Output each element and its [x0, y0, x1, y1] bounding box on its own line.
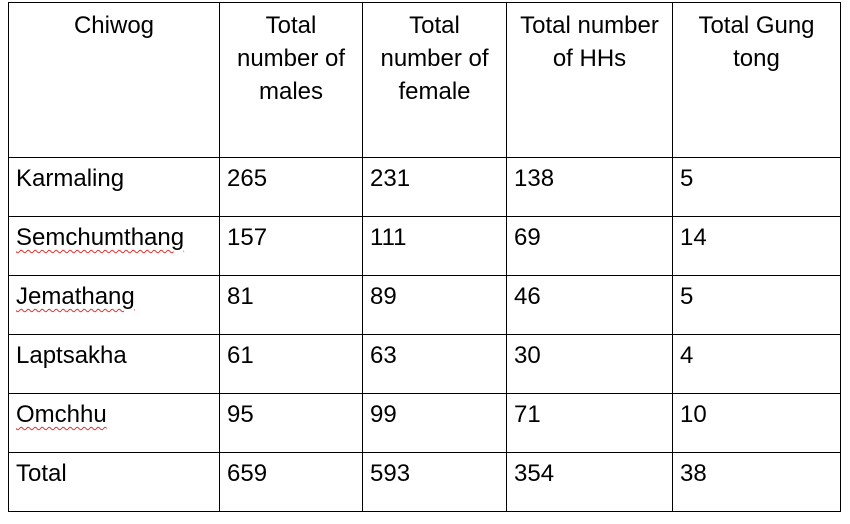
cell-chiwog-text: Jemathang [16, 283, 135, 310]
cell-female: 99 [362, 393, 507, 453]
cell-chiwog: Omchhu [8, 393, 220, 453]
cell-hhs: 69 [506, 216, 673, 276]
header-total-female: Total number of female [362, 2, 507, 158]
cell-males: 659 [219, 452, 363, 512]
cell-males: 61 [219, 334, 363, 394]
chiwog-table: Chiwog Total number of males Total numbe… [8, 2, 841, 512]
cell-female: 89 [362, 275, 507, 335]
cell-hhs: 46 [506, 275, 673, 335]
cell-female: 593 [362, 452, 507, 512]
cell-males: 265 [219, 157, 363, 217]
cell-males: 157 [219, 216, 363, 276]
table-row: Jemathang 81 89 46 5 [8, 275, 841, 335]
cell-chiwog: Semchumthang [8, 216, 220, 276]
header-chiwog: Chiwog [8, 2, 220, 158]
cell-chiwog: Laptsakha [8, 334, 220, 394]
cell-gung-tong: 14 [672, 216, 841, 276]
cell-gung-tong: 5 [672, 157, 841, 217]
cell-chiwog-text: Semchumthang [16, 224, 185, 251]
cell-female: 111 [362, 216, 507, 276]
table-row: Semchumthang 157 111 69 14 [8, 216, 841, 276]
table-row: Laptsakha 61 63 30 4 [8, 334, 841, 394]
cell-gung-tong: 10 [672, 393, 841, 453]
cell-hhs: 71 [506, 393, 673, 453]
cell-males: 81 [219, 275, 363, 335]
cell-gung-tong: 38 [672, 452, 841, 512]
cell-chiwog-text: Omchhu [16, 401, 107, 428]
cell-chiwog: Karmaling [8, 157, 220, 217]
cell-gung-tong: 4 [672, 334, 841, 394]
cell-female: 231 [362, 157, 507, 217]
cell-hhs: 138 [506, 157, 673, 217]
header-total-gung-tong: Total Gung tong [672, 2, 841, 158]
header-row: Chiwog Total number of males Total numbe… [8, 2, 841, 158]
cell-males: 95 [219, 393, 363, 453]
table-row: Omchhu 95 99 71 10 [8, 393, 841, 453]
cell-hhs: 30 [506, 334, 673, 394]
cell-hhs: 354 [506, 452, 673, 512]
table-row: Karmaling 265 231 138 5 [8, 157, 841, 217]
header-total-males: Total number of males [219, 2, 363, 158]
cell-chiwog: Total [8, 452, 220, 512]
cell-chiwog: Jemathang [8, 275, 220, 335]
header-total-hhs: Total number of HHs [506, 2, 673, 158]
cell-female: 63 [362, 334, 507, 394]
total-row: Total 659 593 354 38 [8, 452, 841, 512]
cell-gung-tong: 5 [672, 275, 841, 335]
